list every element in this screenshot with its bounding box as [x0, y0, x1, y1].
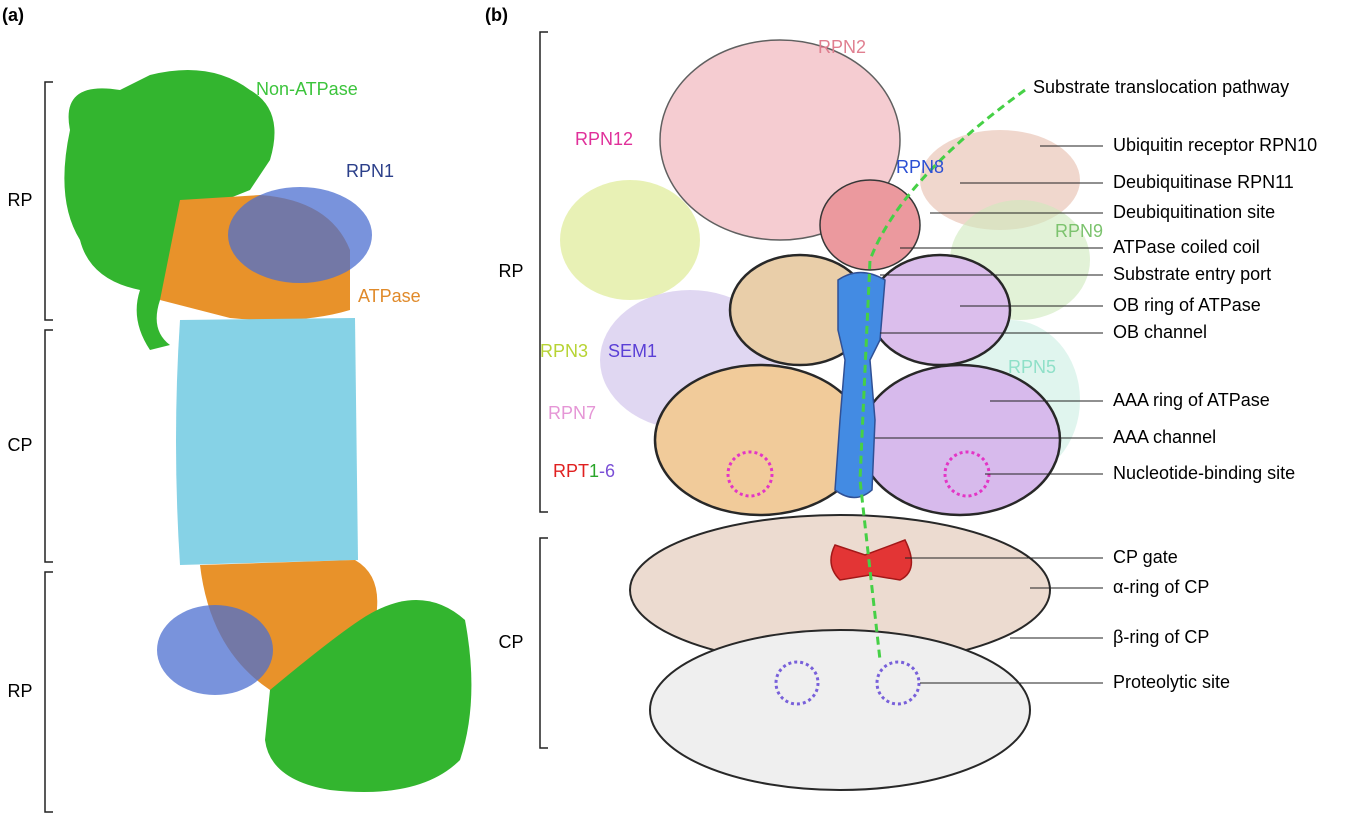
panel-label: (b) — [485, 5, 508, 25]
callout-label: Substrate translocation pathway — [1033, 77, 1289, 97]
rpt-part: 1 — [589, 461, 599, 481]
panel-b-structure — [560, 39, 1090, 791]
panel-a-structure — [64, 70, 472, 792]
bracket-label: RP — [498, 261, 523, 281]
subunit-label: Non-ATPase — [256, 79, 358, 99]
callout-label: AAA channel — [1113, 427, 1216, 447]
callout-label: ATPase coiled coil — [1113, 237, 1260, 257]
subunit-label: RPN12 — [575, 129, 633, 149]
callout-label: OB channel — [1113, 322, 1207, 342]
subunit-label: SEM1 — [608, 341, 657, 361]
rpt-part: -6 — [599, 461, 615, 481]
subunit-label: RPN5 — [1008, 357, 1056, 377]
callout-label: Deubiquitinase RPN11 — [1113, 172, 1294, 192]
callout-label: Deubiquitination site — [1113, 202, 1275, 222]
rpt-label: RPT1-6 — [553, 461, 615, 481]
callout-label: Proteolytic site — [1113, 672, 1230, 692]
subunit-label: RPN3 — [540, 341, 588, 361]
subunit-label: RPN8 — [896, 157, 944, 177]
callout-label: Nucleotide-binding site — [1113, 463, 1295, 483]
bracket — [44, 81, 53, 321]
bracket — [44, 571, 53, 813]
bracket-label: RP — [7, 190, 32, 210]
callout-label: α-ring of CP — [1113, 577, 1209, 597]
bracket-label: RP — [7, 681, 32, 701]
subunit-label: RPN7 — [548, 403, 596, 423]
callout-label: OB ring of ATPase — [1113, 295, 1261, 315]
subunit-label: RPN1 — [346, 161, 394, 181]
bracket — [44, 329, 53, 563]
callout-label: Substrate entry port — [1113, 264, 1271, 284]
subunit-label: RPN9 — [1055, 221, 1103, 241]
bracket — [539, 537, 548, 749]
callout-label: CP gate — [1113, 547, 1178, 567]
subunit-label: ATPase — [358, 286, 421, 306]
bracket-label: CP — [498, 632, 523, 652]
callout-label: AAA ring of ATPase — [1113, 390, 1270, 410]
bracket — [539, 31, 548, 513]
callout-label: Ubiquitin receptor RPN10 — [1113, 135, 1317, 155]
bracket-label: CP — [7, 435, 32, 455]
callout-label: β-ring of CP — [1113, 627, 1209, 647]
rpt-part: RPT — [553, 461, 589, 481]
subunit-label: RPN2 — [818, 37, 866, 57]
panel-label: (a) — [2, 5, 24, 25]
